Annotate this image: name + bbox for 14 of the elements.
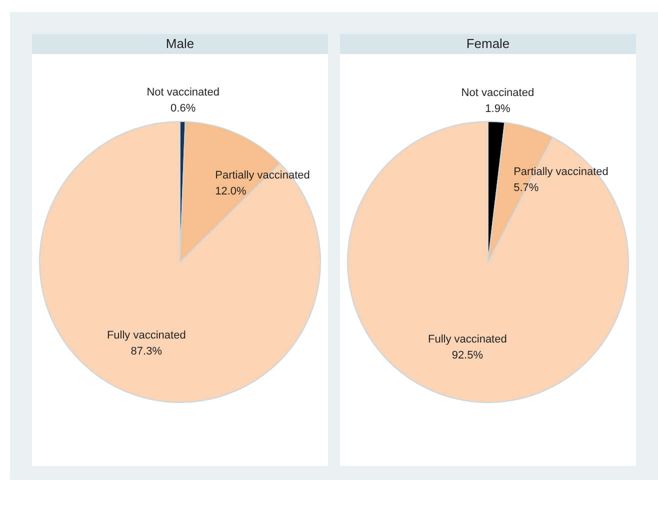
slice-label: Partially vaccinated [215,169,310,182]
data-label: 12.0% [215,185,247,198]
data-label: 1.9% [485,102,510,115]
chart-title: Female [340,34,636,54]
chart-title: Male [32,34,328,54]
slice-label: Fully vaccinated [428,334,507,346]
slice-label: Not vaccinated [146,86,220,99]
data-label: 5.7% [514,182,539,194]
data-label: 92.5% [452,350,484,362]
slice-label: Fully vaccinated [106,329,186,342]
slice-label: Partially vaccinated [514,166,608,178]
data-label: 87.3% [130,345,162,358]
slice-label: Not vaccinated [461,86,534,99]
data-label: 0.6% [170,102,196,115]
